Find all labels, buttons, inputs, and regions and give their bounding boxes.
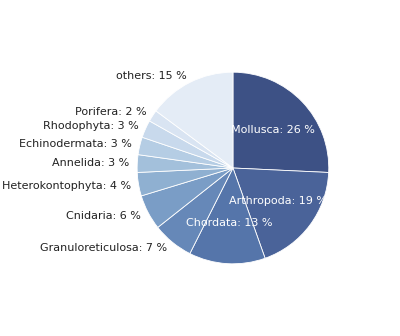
Wedge shape (190, 168, 265, 264)
Text: Porifera: 2 %: Porifera: 2 % (74, 107, 146, 117)
Wedge shape (141, 168, 233, 227)
Text: Cnidaria: 6 %: Cnidaria: 6 % (66, 211, 141, 221)
Wedge shape (156, 72, 233, 168)
Wedge shape (137, 168, 233, 196)
Text: Echinodermata: 3 %: Echinodermata: 3 % (20, 139, 132, 149)
Text: Heterokontophyta: 4 %: Heterokontophyta: 4 % (2, 181, 131, 191)
Wedge shape (233, 72, 329, 172)
Text: Rhodophyta: 3 %: Rhodophyta: 3 % (43, 121, 138, 131)
Wedge shape (137, 155, 233, 172)
Text: Arthropoda: 19 %: Arthropoda: 19 % (229, 196, 327, 206)
Text: Mollusca: 26 %: Mollusca: 26 % (231, 125, 315, 135)
Text: Chordata: 13 %: Chordata: 13 % (186, 218, 273, 228)
Wedge shape (233, 168, 329, 258)
Text: Annelida: 3 %: Annelida: 3 % (52, 158, 130, 168)
Wedge shape (142, 121, 233, 168)
Wedge shape (150, 111, 233, 168)
Text: others: 15 %: others: 15 % (116, 71, 186, 81)
Text: Granuloreticulosa: 7 %: Granuloreticulosa: 7 % (40, 243, 168, 253)
Wedge shape (158, 168, 233, 254)
Wedge shape (138, 137, 233, 168)
